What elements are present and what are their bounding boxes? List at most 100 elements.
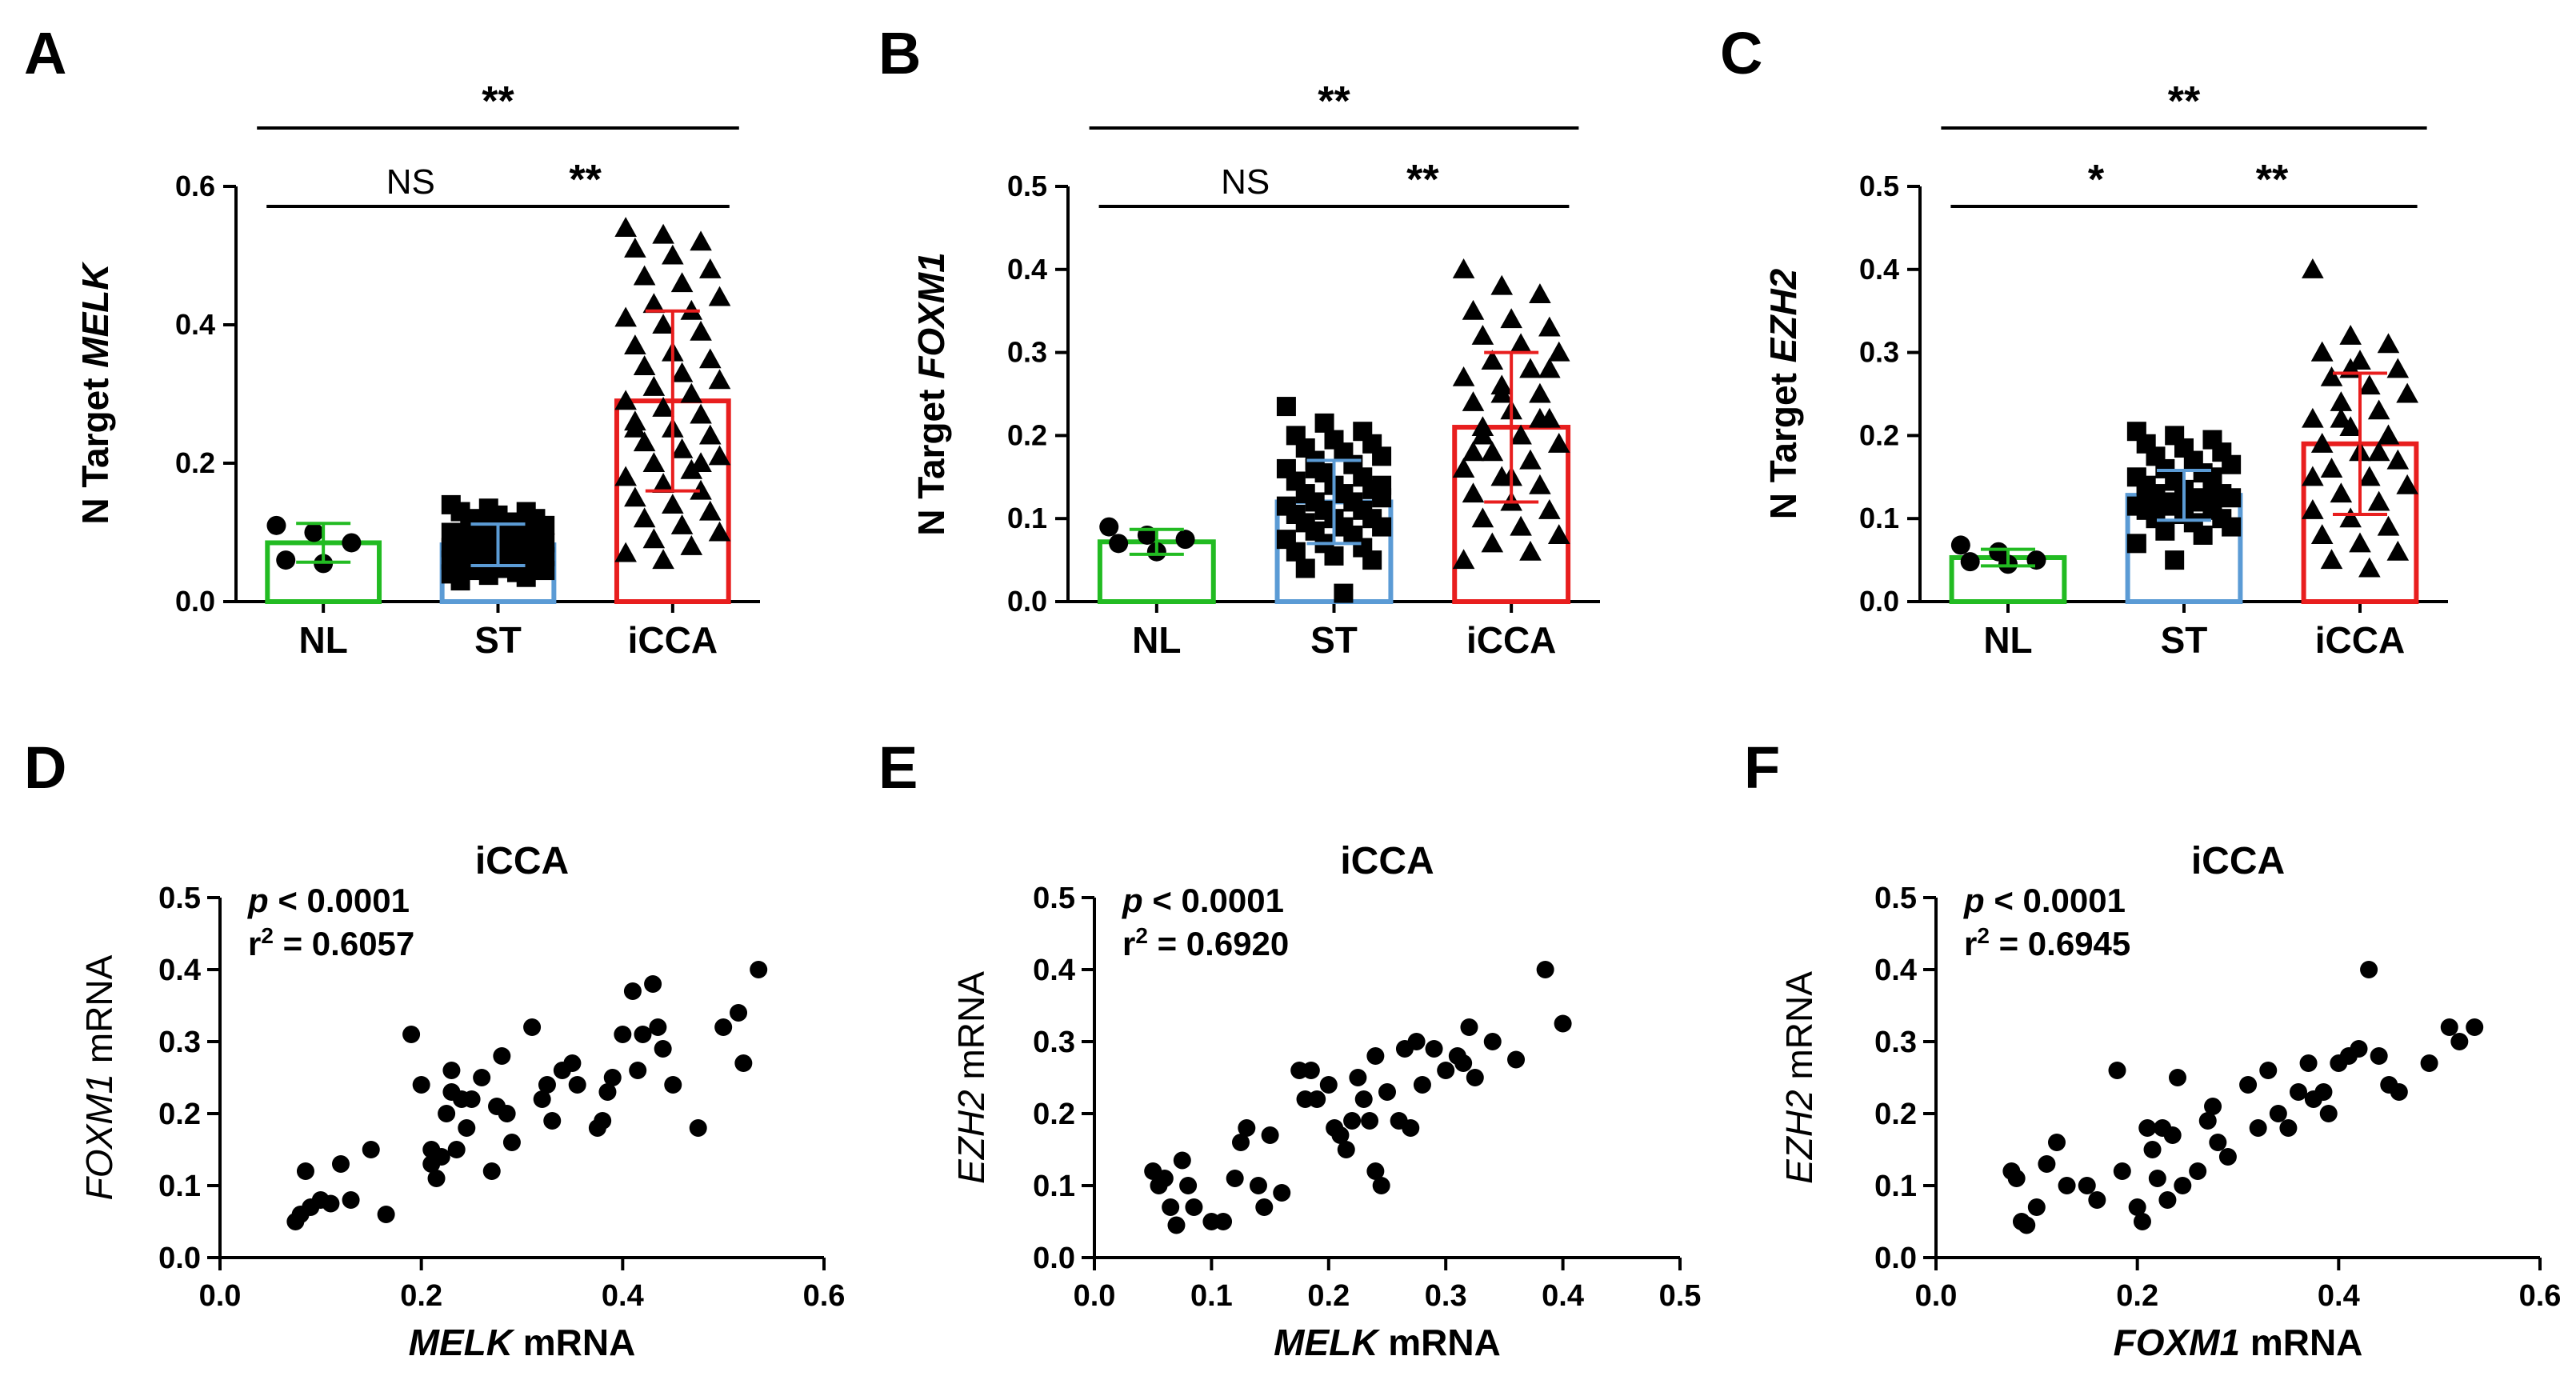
data-point bbox=[535, 561, 555, 581]
data-point bbox=[680, 535, 703, 555]
y-tick-label: 0.2 bbox=[1033, 1098, 1075, 1131]
data-point bbox=[2339, 507, 2362, 528]
x-tick-label: 0.6 bbox=[2519, 1279, 2562, 1313]
data-point bbox=[1273, 1184, 1291, 1202]
data-point bbox=[2108, 1062, 2126, 1079]
data-point bbox=[1167, 1216, 1186, 1234]
y-tick-label: 0.0 bbox=[1007, 585, 1047, 618]
category-label-st: ST bbox=[1310, 619, 1358, 661]
data-point bbox=[2302, 258, 2324, 278]
y-tick-label: 0.2 bbox=[1874, 1098, 1917, 1131]
data-point bbox=[1538, 499, 1561, 519]
data-point bbox=[670, 362, 694, 382]
data-point bbox=[2377, 333, 2400, 354]
data-point bbox=[2222, 517, 2242, 537]
data-point bbox=[2396, 474, 2418, 494]
data-point bbox=[2204, 1098, 2222, 1115]
data-point bbox=[362, 1141, 380, 1158]
y-tick-label: 0.0 bbox=[175, 585, 215, 618]
data-point bbox=[563, 1054, 582, 1072]
data-point bbox=[1471, 507, 1494, 528]
y-tick-label: 0.1 bbox=[1859, 502, 1899, 534]
data-point bbox=[2048, 1134, 2066, 1151]
x-tick-label: 0.2 bbox=[400, 1279, 442, 1313]
data-point bbox=[1519, 540, 1542, 561]
y-tick-label: 0.0 bbox=[1033, 1242, 1075, 1275]
data-point bbox=[2269, 1105, 2287, 1122]
data-point bbox=[708, 521, 731, 542]
data-point bbox=[2386, 358, 2410, 378]
data-point bbox=[482, 1162, 501, 1180]
data-point bbox=[1173, 1151, 1191, 1170]
data-point bbox=[2143, 1141, 2162, 1158]
data-point bbox=[473, 1069, 491, 1086]
data-point bbox=[2027, 1198, 2046, 1216]
data-point bbox=[1471, 325, 1494, 345]
data-point bbox=[1343, 1112, 1362, 1130]
data-point bbox=[614, 542, 637, 562]
y-tick-label: 0.2 bbox=[1859, 418, 1899, 451]
stat-p-value: p < 0.0001 bbox=[247, 882, 410, 919]
data-point bbox=[1510, 424, 1532, 445]
data-point bbox=[1319, 1076, 1338, 1094]
data-point bbox=[1460, 1018, 1478, 1036]
significance-label: ** bbox=[569, 157, 602, 203]
data-point bbox=[2038, 1155, 2056, 1173]
x-tick-label: 0.0 bbox=[1074, 1279, 1116, 1313]
data-point bbox=[2249, 1119, 2267, 1137]
data-point bbox=[2360, 961, 2378, 978]
data-point bbox=[438, 1105, 456, 1122]
data-point bbox=[708, 286, 731, 306]
data-point bbox=[1452, 366, 1475, 386]
data-point bbox=[1481, 350, 1504, 370]
y-tick-label: 0.1 bbox=[1874, 1170, 1917, 1203]
data-point bbox=[2330, 482, 2353, 503]
data-point bbox=[1466, 1069, 1484, 1086]
y-axis-label: N Target MELK bbox=[74, 262, 116, 525]
data-point bbox=[1547, 524, 1570, 544]
data-point bbox=[690, 230, 712, 251]
category-label-nl: NL bbox=[1132, 619, 1181, 661]
data-point bbox=[698, 258, 722, 278]
data-point bbox=[690, 320, 712, 341]
data-point bbox=[1286, 542, 1306, 562]
data-point bbox=[568, 1076, 586, 1094]
data-point bbox=[670, 272, 694, 293]
data-point bbox=[342, 533, 362, 553]
data-point bbox=[2358, 374, 2381, 395]
data-point bbox=[2193, 525, 2213, 545]
data-point bbox=[2330, 407, 2353, 428]
data-point bbox=[1276, 397, 1296, 417]
data-point bbox=[1529, 407, 1551, 428]
data-point bbox=[624, 417, 646, 438]
data-point bbox=[2088, 1191, 2106, 1209]
data-point bbox=[664, 1076, 682, 1094]
significance-label: ** bbox=[2256, 157, 2289, 203]
y-tick-label: 0.3 bbox=[1874, 1026, 1917, 1059]
data-point bbox=[2396, 382, 2418, 403]
data-point bbox=[462, 1090, 481, 1108]
data-point bbox=[708, 445, 731, 466]
data-point bbox=[714, 1018, 733, 1036]
y-tick-label: 0.2 bbox=[175, 446, 215, 479]
significance-label: ** bbox=[1406, 157, 1439, 203]
data-point bbox=[2128, 1198, 2146, 1216]
data-point bbox=[458, 1119, 476, 1137]
data-point bbox=[523, 1018, 542, 1036]
x-tick-label: 0.0 bbox=[199, 1279, 242, 1313]
data-point bbox=[1185, 1198, 1203, 1216]
data-point bbox=[598, 1083, 617, 1101]
data-point bbox=[1175, 530, 1195, 550]
data-point bbox=[730, 1004, 748, 1022]
y-tick-label: 0.1 bbox=[158, 1170, 201, 1203]
data-point bbox=[2386, 540, 2410, 561]
scatter-points bbox=[2002, 961, 2484, 1234]
data-point bbox=[1510, 515, 1532, 536]
data-point bbox=[478, 566, 498, 586]
data-point bbox=[652, 223, 674, 244]
panel-label: F bbox=[1744, 734, 1780, 801]
data-point bbox=[2358, 466, 2381, 486]
data-point bbox=[1960, 552, 1980, 572]
y-tick-label: 0.5 bbox=[1874, 882, 1917, 915]
data-point bbox=[1372, 446, 1392, 466]
